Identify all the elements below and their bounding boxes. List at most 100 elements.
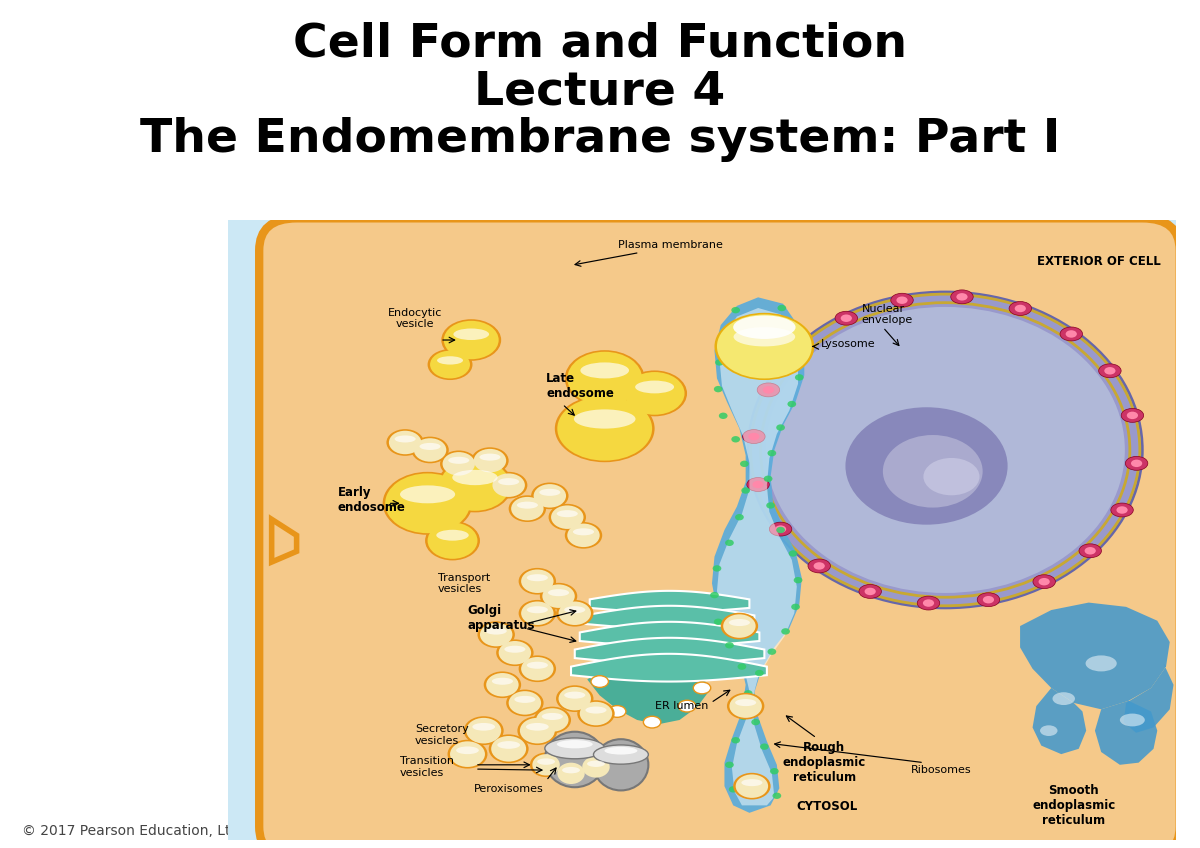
Ellipse shape [521,657,553,680]
Polygon shape [712,298,804,813]
Ellipse shape [540,583,577,610]
Ellipse shape [520,718,554,744]
Ellipse shape [768,450,776,456]
Text: Nuclear
envelope: Nuclear envelope [862,304,913,325]
Ellipse shape [474,449,506,472]
Ellipse shape [504,645,526,653]
Ellipse shape [443,452,475,476]
Ellipse shape [554,395,655,462]
Ellipse shape [715,360,724,365]
Ellipse shape [518,600,556,627]
Ellipse shape [864,588,876,595]
Ellipse shape [808,559,830,573]
Ellipse shape [442,319,502,361]
Ellipse shape [518,656,556,682]
Ellipse shape [1086,656,1117,672]
Ellipse shape [425,521,480,561]
Ellipse shape [420,443,440,450]
Ellipse shape [526,723,548,731]
Ellipse shape [499,641,532,665]
Ellipse shape [733,773,770,800]
Ellipse shape [742,488,750,494]
Ellipse shape [506,689,544,717]
Ellipse shape [463,717,504,745]
Text: Secretory
vesicles: Secretory vesicles [415,724,469,745]
Ellipse shape [515,696,535,703]
Ellipse shape [1127,411,1138,419]
Ellipse shape [564,606,586,613]
Ellipse shape [743,430,766,444]
Ellipse shape [721,613,758,639]
Ellipse shape [558,687,590,711]
Ellipse shape [548,504,586,531]
Ellipse shape [449,457,469,464]
Ellipse shape [557,510,578,517]
Ellipse shape [744,690,752,696]
Ellipse shape [740,460,749,467]
Ellipse shape [498,478,520,485]
Ellipse shape [776,527,785,533]
Ellipse shape [488,734,529,763]
Ellipse shape [776,424,785,431]
Ellipse shape [556,600,594,627]
Ellipse shape [486,628,506,634]
Ellipse shape [534,484,566,508]
Ellipse shape [752,481,763,488]
Ellipse shape [1038,578,1050,585]
Ellipse shape [883,435,983,508]
Ellipse shape [530,752,563,777]
Ellipse shape [1099,364,1121,377]
Ellipse shape [1120,713,1145,727]
Ellipse shape [730,695,762,718]
Polygon shape [1020,603,1170,709]
Ellipse shape [751,719,760,725]
Ellipse shape [748,292,1142,608]
Ellipse shape [725,762,734,768]
Polygon shape [587,661,708,724]
Ellipse shape [437,356,463,365]
Polygon shape [228,220,1176,840]
Ellipse shape [731,436,740,443]
Text: Cell Form and Function: Cell Form and Function [293,21,907,66]
Ellipse shape [527,574,548,581]
Ellipse shape [452,470,498,485]
Ellipse shape [788,550,798,556]
Ellipse shape [454,328,490,340]
Ellipse shape [788,324,798,331]
Text: Early
endosome: Early endosome [337,486,406,514]
Ellipse shape [731,307,740,314]
Polygon shape [271,519,296,562]
Ellipse shape [533,754,559,775]
Ellipse shape [587,761,605,767]
Ellipse shape [725,539,734,546]
Ellipse shape [1116,506,1128,514]
Ellipse shape [386,429,424,456]
Ellipse shape [496,639,534,666]
Text: Endocytic
vesicle: Endocytic vesicle [388,308,443,329]
Ellipse shape [580,702,612,725]
Ellipse shape [557,762,584,784]
Ellipse shape [608,706,626,717]
Ellipse shape [1009,302,1032,315]
Ellipse shape [539,488,560,496]
Ellipse shape [766,307,1124,593]
Ellipse shape [678,700,696,712]
Ellipse shape [794,345,806,353]
Ellipse shape [490,471,527,499]
Polygon shape [716,308,798,806]
Ellipse shape [714,618,722,625]
Ellipse shape [622,371,688,416]
Text: Smooth
endoplasmic
reticulum: Smooth endoplasmic reticulum [1032,784,1115,827]
Ellipse shape [478,622,515,648]
Ellipse shape [574,410,636,428]
Ellipse shape [400,485,455,504]
Polygon shape [1094,700,1157,765]
Ellipse shape [767,502,775,509]
Ellipse shape [755,670,763,676]
Ellipse shape [1015,304,1026,312]
Text: ER lumen: ER lumen [655,701,708,711]
Ellipse shape [448,739,487,768]
Text: Peroxisomes: Peroxisomes [474,784,544,794]
Ellipse shape [438,458,512,512]
Ellipse shape [581,362,629,378]
